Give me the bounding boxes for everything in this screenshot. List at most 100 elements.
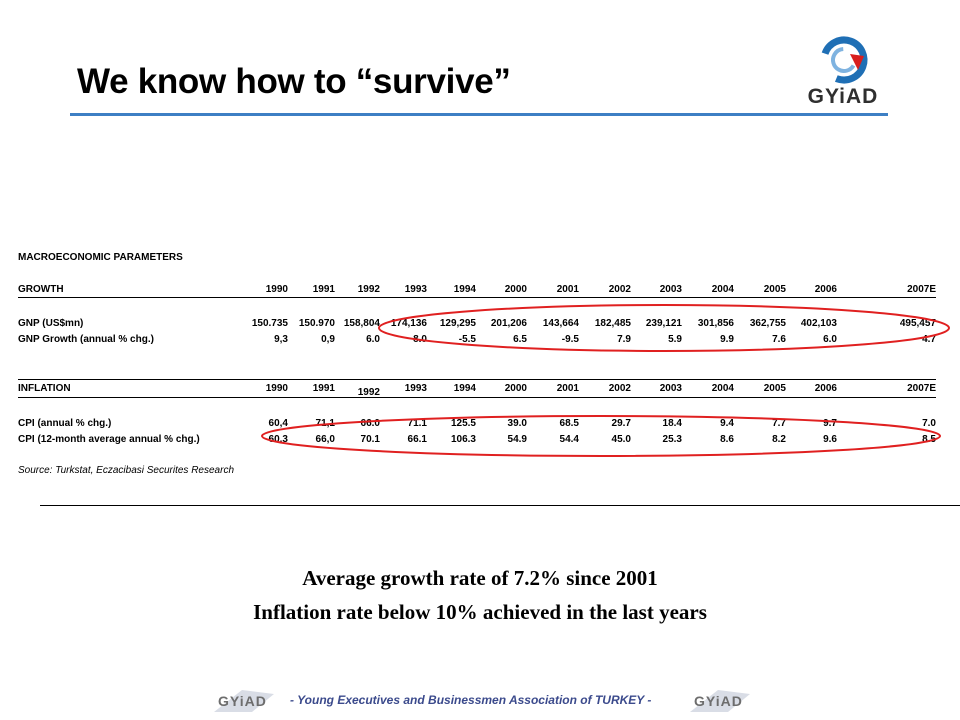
table-cell: 39.0 <box>507 418 527 429</box>
table-cell: 68.5 <box>559 418 579 429</box>
year-header-cell: 2005 <box>763 383 786 394</box>
footer-logo-mark-icon <box>690 690 750 712</box>
growth-section-label: GROWTH <box>18 284 64 295</box>
table-row: GNP (US$mn) 150.735 150.970 158,804 174,136… <box>18 318 936 331</box>
table-cell: 66.1 <box>407 434 427 445</box>
year-header-cell: 2002 <box>608 383 631 394</box>
table-cell: 239,121 <box>645 318 682 329</box>
message-inflation: Inflation rate below 10% achieved in the… <box>253 600 707 624</box>
logo-wordmark: GYiAD <box>807 85 879 108</box>
year-header-cell: 2004 <box>711 383 734 394</box>
cpi-average-values: 60,3 66,0 70.1 66.1 106.3 54.9 54.4 45.0 25.3 8.6… <box>18 434 936 447</box>
table-cell: 9.4 <box>720 418 734 429</box>
table-cell: 66,0 <box>315 434 335 445</box>
message-growth: Average growth rate of 7.2% since 2001 <box>302 566 658 590</box>
table-cell: 301,856 <box>697 318 734 329</box>
table-row: CPI (annual % chg.) 60,4 71,1 66.0 71.1 125.… <box>18 418 936 431</box>
year-header-cell: 1990 <box>265 284 288 295</box>
table-cell: 8.0 <box>413 334 427 345</box>
year-header-cell: 1992 <box>357 284 380 295</box>
footer-logo-left: GYiAD <box>212 688 277 714</box>
year-header-cell: 1993 <box>404 284 427 295</box>
table-cell: 8.6 <box>720 434 734 445</box>
footer-logo-text: GYiAD <box>218 693 267 709</box>
year-header-cell: 2006 <box>814 383 837 394</box>
table-cell: 0,9 <box>321 334 335 345</box>
table-cell: 106.3 <box>450 434 476 445</box>
table-cell: 9.7 <box>823 418 837 429</box>
table-cell: 129,295 <box>439 318 476 329</box>
inflation-year-cells: 1990 1991 1992 1993 1994 2000 2001 2002 2003 2004… <box>18 383 936 398</box>
table-cell: 6.5 <box>513 334 527 345</box>
table-cell: 158,804 <box>343 318 380 329</box>
cpi-annual-values: 60,4 71,1 66.0 71.1 125.5 39.0 68.5 29.7 18.4 9.4… <box>18 418 936 431</box>
table-cell: 402,103 <box>800 318 837 329</box>
year-header-cell: 1990 <box>265 383 288 394</box>
growth-year-cells: 1990 1991 1992 1993 1994 2000 2001 2002 2003 2004… <box>18 284 936 297</box>
year-header-cell: 2003 <box>659 284 682 295</box>
footer: GYiAD - Young Executives and Businessmen… <box>0 688 960 716</box>
table-cell: 66.0 <box>360 418 380 429</box>
table-cell: 150.735 <box>251 318 288 329</box>
year-header-cell: 2007E <box>907 383 936 394</box>
inflation-section-label: INFLATION <box>18 383 71 394</box>
inflation-header-row: INFLATION 1990 1991 1992 1993 1994 2000 2001 20… <box>18 383 936 398</box>
table-cell: 150.970 <box>298 318 335 329</box>
table-cell: 9,3 <box>274 334 288 345</box>
inflation-top-rule <box>18 379 936 380</box>
table-cell: 25.3 <box>662 434 682 445</box>
table-cell: 29.7 <box>611 418 631 429</box>
table-cell: 45.0 <box>611 434 631 445</box>
table-heading: MACROECONOMIC PARAMETERS <box>18 252 183 263</box>
year-header-cell: 2007E <box>907 284 936 295</box>
year-header-cell: 2002 <box>608 284 631 295</box>
footer-logo-text: GYiAD <box>694 693 743 709</box>
source-note: Source: Turkstat, Eczacibasi Securites R… <box>18 465 235 476</box>
table-cell: 6.0 <box>366 334 380 345</box>
year-header-cell: 2000 <box>504 284 527 295</box>
gnp-label: GNP (US$mn) <box>18 318 84 329</box>
table-cell: 201,206 <box>490 318 527 329</box>
year-header-cell: 1994 <box>453 383 476 394</box>
gnp-growth-label: GNP Growth (annual % chg.) <box>18 334 154 345</box>
growth-header-rule <box>18 297 936 298</box>
year-header-cell: 1993 <box>404 383 427 394</box>
year-header-cell: 2000 <box>504 383 527 394</box>
footer-tagline: - Young Executives and Businessmen Assoc… <box>290 693 652 707</box>
table-cell: 362,755 <box>749 318 786 329</box>
table-cell: 70.1 <box>360 434 380 445</box>
year-header-cell: 2001 <box>556 383 579 394</box>
table-cell: 7.0 <box>922 418 936 429</box>
year-header-cell: 1994 <box>453 284 476 295</box>
footer-logo-mark-icon <box>214 690 274 712</box>
table-cell: 4.7 <box>922 334 936 345</box>
cpi-annual-label: CPI (annual % chg.) <box>18 418 112 429</box>
table-cell: 143,664 <box>542 318 579 329</box>
table-cell: -5.5 <box>458 334 476 345</box>
table-cell: 9.6 <box>823 434 837 445</box>
year-header-cell: 1992 <box>357 387 380 398</box>
year-header-cell: 2005 <box>763 284 786 295</box>
table-cell: 18.4 <box>662 418 682 429</box>
gnp-growth-values: 9,3 0,9 6.0 8.0 -5.5 6.5 -9.5 7.9 5.9 9.9 7.6 6.0 4.… <box>18 334 936 347</box>
year-header-cell: 1991 <box>312 284 335 295</box>
table-row: CPI (12-month average annual % chg.) 60,… <box>18 434 936 447</box>
table-cell: 54.4 <box>559 434 579 445</box>
table-cell: 174,136 <box>390 318 427 329</box>
slide-title: We know how to “survive” <box>77 62 511 101</box>
year-header-cell: 1991 <box>312 383 335 394</box>
table-cell: -9.5 <box>561 334 579 345</box>
gyiad-ring-logo-icon <box>820 36 868 84</box>
table-row: GNP Growth (annual % chg.) 9,3 0,9 6.0 8.0 -… <box>18 334 936 347</box>
table-cell: 6.0 <box>823 334 837 345</box>
year-header-cell: 2003 <box>659 383 682 394</box>
growth-header-row: GROWTH 1990 1991 1992 1993 1994 2000 2001 2002 2… <box>18 284 936 297</box>
table-cell: 9.9 <box>720 334 734 345</box>
table-cell: 71,1 <box>315 418 335 429</box>
gnp-values: 150.735 150.970 158,804 174,136 129,295 201,2… <box>18 318 936 331</box>
table-cell: 54.9 <box>507 434 527 445</box>
inflation-header-rule <box>18 397 936 398</box>
title-underline <box>70 113 888 116</box>
table-cell: 71.1 <box>407 418 427 429</box>
table-cell: 7.7 <box>772 418 786 429</box>
